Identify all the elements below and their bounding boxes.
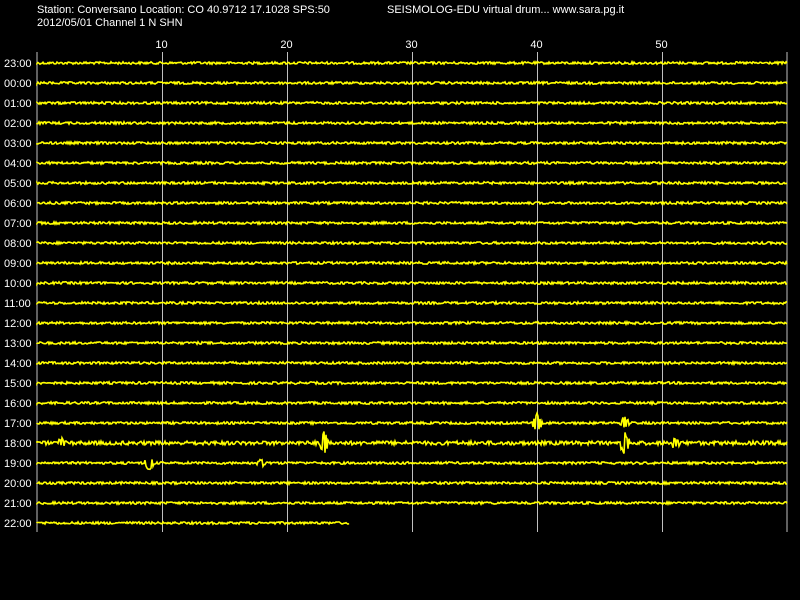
x-tick-label-40: 40	[530, 39, 542, 51]
x-tick-label-20: 20	[280, 39, 292, 51]
row-label-0600: 06:00	[4, 198, 32, 210]
row-label-2000: 20:00	[4, 478, 32, 490]
row-label-0400: 04:00	[4, 158, 32, 170]
trace-row-0600	[36, 200, 788, 207]
grid-layer	[36, 52, 788, 532]
trace-row-0500	[36, 179, 788, 187]
x-tick-label-10: 10	[155, 39, 167, 51]
row-label-0500: 05:00	[4, 178, 32, 190]
trace-row-2000	[36, 480, 788, 487]
trace-row-1000	[36, 280, 788, 287]
row-label-0000: 00:00	[4, 78, 32, 90]
trace-row-0200	[36, 119, 788, 127]
row-label-1800: 18:00	[4, 438, 32, 450]
trace-row-0100	[36, 99, 788, 106]
trace-row-2100	[36, 499, 788, 507]
date-channel-info: 2012/05/01 Channel 1 N SHN	[37, 17, 183, 29]
trace-row-1500	[36, 380, 788, 386]
row-label-1700: 17:00	[4, 418, 32, 430]
trace-row-2300	[36, 59, 788, 66]
trace-row-0900	[36, 259, 788, 267]
row-label-2200: 22:00	[4, 518, 32, 530]
row-label-0300: 03:00	[4, 138, 32, 150]
trace-row-1800	[36, 431, 788, 454]
row-label-1500: 15:00	[4, 378, 32, 390]
x-tick-label-30: 30	[405, 39, 417, 51]
trace-row-1400	[36, 359, 788, 367]
trace-row-0400	[36, 160, 788, 166]
row-label-0700: 07:00	[4, 218, 32, 230]
row-label-0100: 01:00	[4, 98, 32, 110]
row-label-2300: 23:00	[4, 58, 32, 70]
trace-row-1700	[36, 410, 788, 430]
trace-row-1100	[36, 299, 787, 307]
row-label-1000: 10:00	[4, 278, 32, 290]
row-label-1400: 14:00	[4, 358, 32, 370]
row-label-1600: 16:00	[4, 398, 32, 410]
trace-row-1900	[36, 458, 788, 471]
row-label-1300: 13:00	[4, 338, 32, 350]
row-label-1100: 11:00	[4, 298, 31, 310]
row-label-0800: 08:00	[4, 238, 32, 250]
trace-row-0700	[36, 220, 788, 227]
trace-row-0300	[36, 139, 788, 146]
row-label-0900: 09:00	[4, 258, 32, 270]
trace-row-1200	[36, 319, 788, 327]
label-layer: 10 20 30 40 50 23:00 00:00 01:00 02:00 03:00 04:00…	[4, 39, 668, 530]
program-info: SEISMOLOG-EDU virtual drum... www.sara.p…	[387, 4, 625, 16]
trace-row-0000	[36, 79, 788, 87]
row-label-1900: 19:00	[4, 458, 32, 470]
trace-row-1600	[36, 399, 788, 407]
trace-row-0800	[36, 239, 788, 246]
row-label-2100: 21:00	[4, 498, 32, 510]
row-label-1200: 12:00	[4, 318, 32, 330]
station-info: Station: Conversano Location: CO 40.9712…	[37, 4, 330, 16]
trace-row-1300	[36, 339, 788, 346]
x-tick-label-50: 50	[655, 39, 667, 51]
trace-layer	[36, 59, 788, 526]
row-label-0200: 02:00	[4, 118, 32, 130]
trace-row-2200	[36, 519, 350, 526]
